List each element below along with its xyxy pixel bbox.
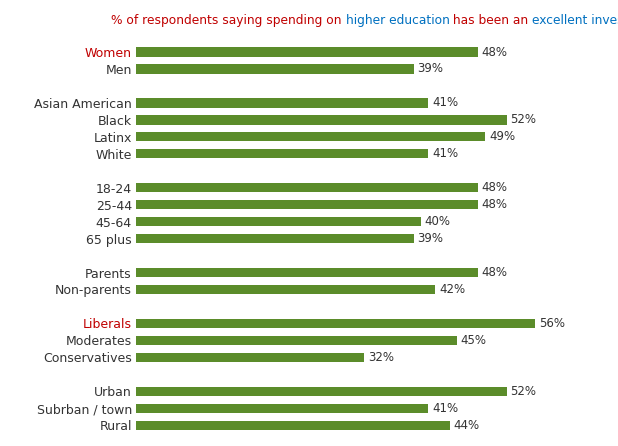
Text: 49%: 49% xyxy=(489,130,515,143)
Bar xyxy=(136,353,364,362)
Text: 48%: 48% xyxy=(482,266,508,279)
Bar xyxy=(136,234,414,243)
Text: 48%: 48% xyxy=(482,45,508,58)
Text: 39%: 39% xyxy=(418,232,444,245)
Bar xyxy=(136,98,428,107)
Bar xyxy=(136,200,478,209)
Text: 42%: 42% xyxy=(439,283,465,296)
Bar xyxy=(136,336,457,345)
Bar xyxy=(136,217,421,226)
Text: 41%: 41% xyxy=(432,96,458,109)
Text: 56%: 56% xyxy=(539,317,565,330)
Bar xyxy=(136,115,507,124)
Bar xyxy=(136,319,535,328)
Bar xyxy=(136,285,436,294)
Text: excellent investment: excellent investment xyxy=(533,13,618,27)
Bar xyxy=(136,149,428,158)
Text: 52%: 52% xyxy=(510,113,536,126)
Bar xyxy=(136,421,450,430)
Text: % of respondents saying spending on: % of respondents saying spending on xyxy=(111,13,345,27)
Text: 39%: 39% xyxy=(418,62,444,75)
Text: 41%: 41% xyxy=(432,147,458,160)
Text: has been an: has been an xyxy=(449,13,533,27)
Text: 52%: 52% xyxy=(510,385,536,398)
Text: 41%: 41% xyxy=(432,402,458,415)
Bar xyxy=(136,47,478,57)
Text: 32%: 32% xyxy=(368,351,394,364)
Text: 40%: 40% xyxy=(425,215,451,228)
Bar xyxy=(136,268,478,277)
Bar xyxy=(136,64,414,74)
Bar xyxy=(136,183,478,192)
Text: 45%: 45% xyxy=(460,334,486,347)
Bar xyxy=(136,132,485,141)
Text: 48%: 48% xyxy=(482,181,508,194)
Bar xyxy=(136,387,507,396)
Text: 48%: 48% xyxy=(482,198,508,211)
Bar xyxy=(136,404,428,413)
Text: 44%: 44% xyxy=(453,419,480,432)
Text: higher education: higher education xyxy=(345,13,449,27)
